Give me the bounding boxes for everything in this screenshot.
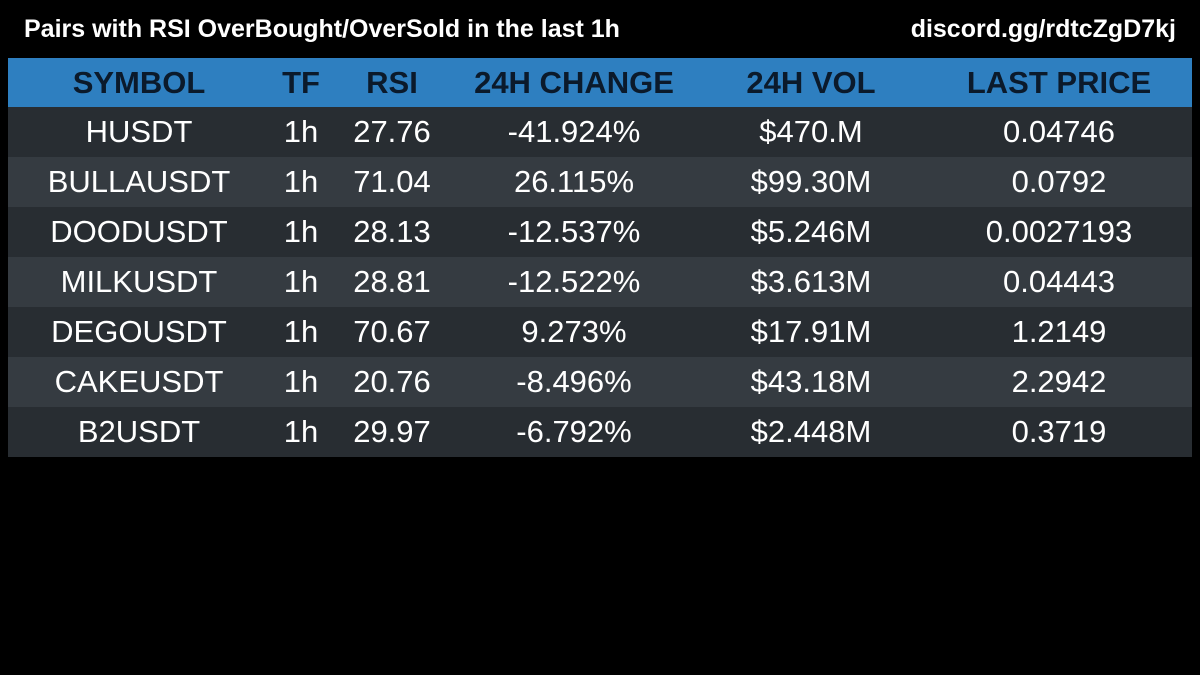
volume-cell: $3.613M [750,264,872,299]
price-cell: 0.04746 [1002,114,1116,149]
volume-cell: $17.91M [750,314,872,349]
symbol-cell: B2USDT [77,414,201,449]
symbol-cell: BULLAUSDT [47,164,231,199]
change-cell: -8.496% [516,364,632,399]
tf-cell: 1h [283,164,319,199]
price-cell: 0.04443 [1002,264,1116,299]
table-row: MILKUSDT 1h 28.81 -12.522% $3.613M 0.044… [8,257,1192,307]
symbol-cell: CAKEUSDT [54,364,224,399]
tf-cell: 1h [283,414,319,449]
rsi-cell: 71.04 [353,164,431,199]
price-cell: 2.2942 [1011,364,1107,399]
volume-cell: $5.246M [750,214,872,249]
rsi-pairs-table: SYMBOL TF RSI 24H CHANGE 24H VOL LAST PR… [8,58,1192,457]
page-title: Pairs with RSI OverBought/OverSold in th… [24,15,620,43]
tf-cell: 1h [283,364,319,399]
volume-cell: $99.30M [750,164,872,199]
table-row: BULLAUSDT 1h 71.04 26.115% $99.30M 0.079… [8,157,1192,207]
change-cell: 9.273% [521,314,627,349]
tf-cell: 1h [283,314,319,349]
discord-invite-link[interactable]: discord.gg/rdtcZgD7kj [910,15,1176,43]
volume-cell: $2.448M [750,414,872,449]
volume-cell: $470.M [759,114,863,149]
column-header-last-price: LAST PRICE [966,64,1152,100]
change-cell: -12.522% [507,264,641,299]
rsi-cell: 70.67 [353,314,431,349]
tf-cell: 1h [283,214,319,249]
symbol-cell: MILKUSDT [60,264,218,299]
change-cell: -12.537% [507,214,641,249]
tf-cell: 1h [283,264,319,299]
price-cell: 1.2149 [1011,314,1107,349]
table-row: B2USDT 1h 29.97 -6.792% $2.448M 0.3719 [8,407,1192,457]
symbol-cell: HUSDT [85,114,193,149]
volume-cell: $43.18M [750,364,872,399]
table-row: DEGOUSDT 1h 70.67 9.273% $17.91M 1.2149 [8,307,1192,357]
change-cell: 26.115% [513,164,635,199]
price-cell: 0.0792 [1011,164,1107,199]
column-header-24h-vol: 24H VOL [746,64,876,100]
price-cell: 0.3719 [1011,414,1107,449]
column-header-tf: TF [282,64,320,100]
rsi-cell: 20.76 [353,364,431,399]
tf-cell: 1h [283,114,319,149]
symbol-cell: DEGOUSDT [51,314,227,349]
header-bar: Pairs with RSI OverBought/OverSold in th… [0,0,1200,58]
table-row: HUSDT 1h 27.76 -41.924% $470.M 0.04746 [8,107,1192,157]
rsi-cell: 28.13 [353,214,431,249]
rsi-cell: 29.97 [353,414,431,449]
price-cell: 0.0027193 [985,214,1133,249]
symbol-cell: DOODUSDT [50,214,228,249]
rsi-cell: 28.81 [353,264,431,299]
table-header-row: SYMBOL TF RSI 24H CHANGE 24H VOL LAST PR… [8,58,1192,107]
table-row: DOODUSDT 1h 28.13 -12.537% $5.246M 0.002… [8,207,1192,257]
column-header-symbol: SYMBOL [72,64,206,100]
change-cell: -6.792% [516,414,632,449]
column-header-rsi: RSI [366,64,418,100]
rsi-cell: 27.76 [353,114,431,149]
table-row: CAKEUSDT 1h 20.76 -8.496% $43.18M 2.2942 [8,357,1192,407]
column-header-24h-change: 24H CHANGE [474,64,674,100]
change-cell: -41.924% [507,114,641,149]
